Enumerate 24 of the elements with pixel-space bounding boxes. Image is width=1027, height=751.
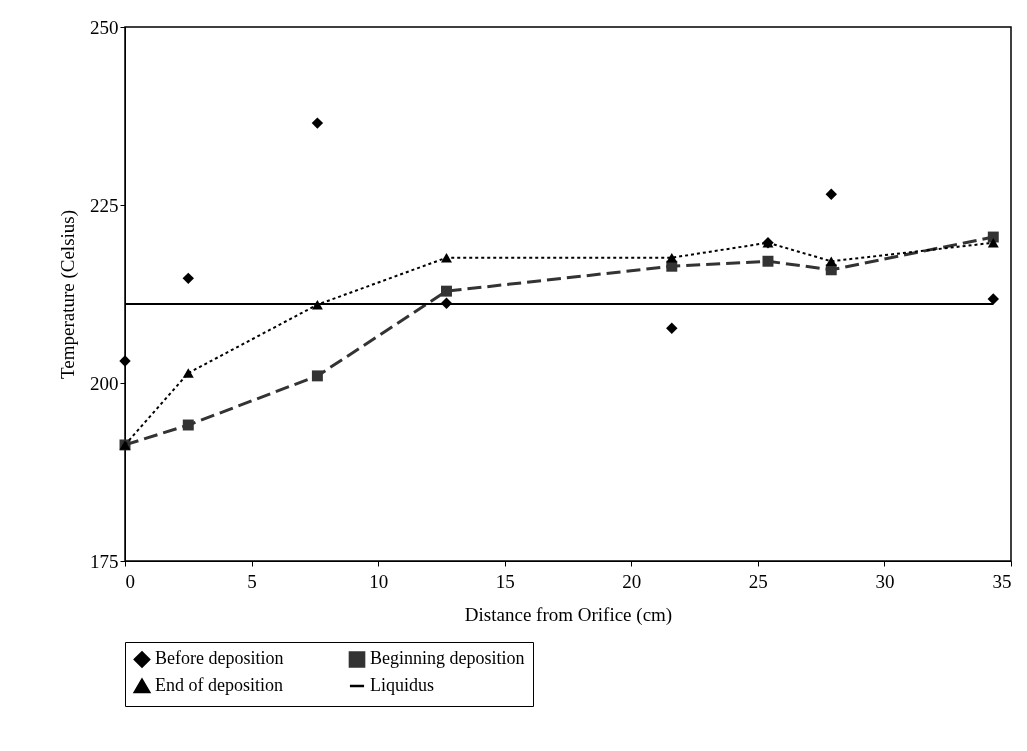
- x-tick-label: 10: [369, 570, 389, 592]
- legend-label: Liquidus: [370, 675, 435, 695]
- x-tick-label: 35: [992, 570, 1012, 592]
- y-tick-label: 175: [90, 550, 119, 572]
- legend-label: Before deposition: [155, 648, 284, 669]
- x-tick-label: 15: [495, 570, 515, 592]
- y-tick-label: 200: [90, 372, 119, 394]
- y-axis-title: Temperature (Celsius): [57, 209, 79, 380]
- x-tick-label: 20: [622, 570, 642, 592]
- point: [987, 293, 999, 305]
- point: [182, 272, 194, 285]
- point: [825, 188, 837, 201]
- legend-label: Beginning deposition: [370, 648, 525, 669]
- point: [119, 355, 131, 367]
- y-tick-label: 225: [90, 194, 119, 216]
- x-tick-label: 5: [247, 570, 257, 592]
- x-axis-title: Distance from Orifice (cm): [464, 603, 673, 626]
- point: [311, 117, 324, 129]
- x-tick-label: 30: [875, 570, 895, 592]
- legend-label: End of deposition: [155, 675, 283, 695]
- x-tick-label: 25: [748, 570, 768, 592]
- y-tick-label: 250: [90, 16, 119, 38]
- x-tick-label: 0: [125, 570, 135, 592]
- point: [666, 322, 678, 334]
